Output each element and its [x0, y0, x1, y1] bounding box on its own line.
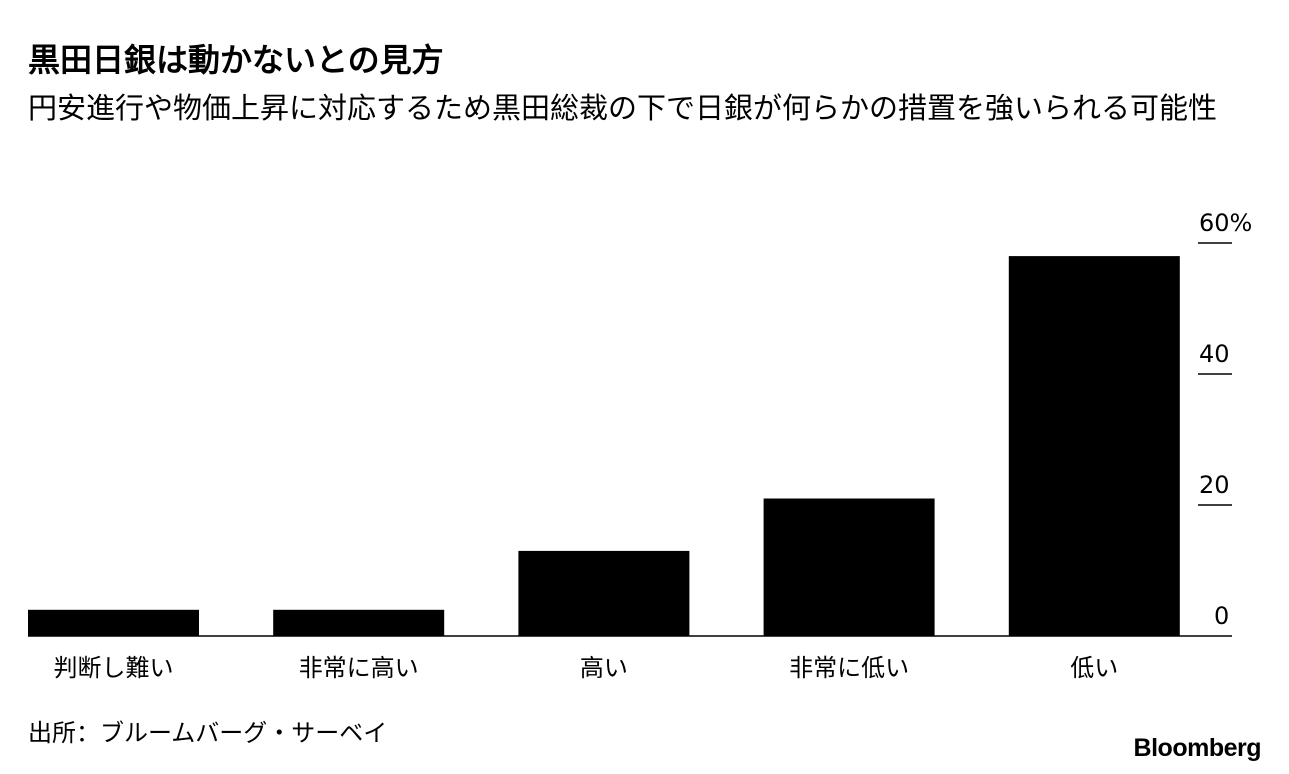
bar	[518, 550, 690, 636]
category-label: 非常に低い	[789, 654, 909, 682]
category-label: 高い	[580, 654, 628, 682]
y-tick-label: 0	[1214, 602, 1229, 630]
source-note: 出所：ブルームバーグ・サーベイ	[28, 719, 388, 747]
x-axis-labels: 判断し難い 非常に高い 高い 非常に低い 低い	[54, 654, 1119, 682]
category-label: 非常に高い	[299, 654, 419, 682]
bars-group	[28, 256, 1180, 636]
chart-title: 黒田日銀は動かないとの見方	[28, 41, 444, 79]
y-tick-label: 20	[1199, 471, 1230, 499]
bar	[1008, 256, 1180, 636]
bar	[763, 498, 935, 636]
bar	[273, 609, 445, 636]
bar	[28, 609, 199, 636]
category-label: 判断し難い	[54, 654, 174, 682]
y-axis: 0 20 40 60%	[1198, 209, 1252, 630]
y-tick-label: 40	[1199, 340, 1230, 368]
category-label: 低い	[1070, 654, 1118, 682]
chart-subtitle: 円安進行や物価上昇に対応するため黒田総裁の下で日銀が何らかの措置を強いられる可能…	[28, 91, 1218, 125]
bloomberg-logo: Bloomberg	[1133, 734, 1262, 762]
y-tick-label: 60%	[1199, 209, 1252, 237]
